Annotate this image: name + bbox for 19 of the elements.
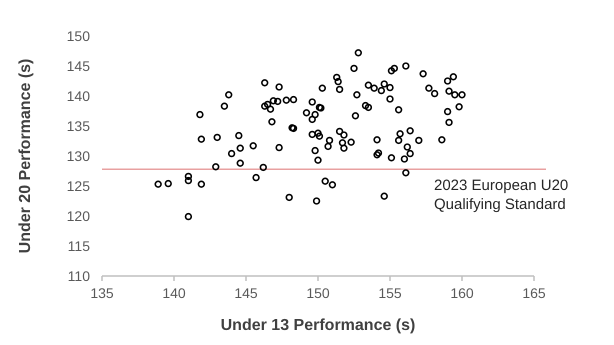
x-tick-label: 145: [234, 285, 258, 301]
y-tick-label: 150: [66, 28, 90, 44]
x-tick-label: 150: [306, 285, 330, 301]
x-tick-label: 135: [90, 285, 114, 301]
y-tick-label: 120: [66, 208, 90, 224]
y-tick-label: 115: [68, 238, 90, 254]
y-tick-label: 125: [66, 178, 90, 194]
ref-line-label: 2023 European U20 Qualifying Standard: [434, 177, 568, 214]
y-tick-label: 135: [66, 118, 90, 134]
x-axis-title: Under 13 Performance (s): [220, 317, 416, 334]
y-tick-label: 140: [66, 88, 90, 104]
x-tick-label: 160: [450, 285, 474, 301]
x-tick-label: 140: [162, 285, 186, 301]
y-axis-title: Under 20 Performance (s): [17, 58, 34, 254]
y-tick-label: 145: [66, 58, 90, 74]
x-tick-label: 165: [522, 285, 546, 301]
y-tick-label: 110: [68, 268, 90, 284]
y-tick-label: 130: [66, 148, 90, 164]
x-tick-label: 155: [378, 285, 402, 301]
